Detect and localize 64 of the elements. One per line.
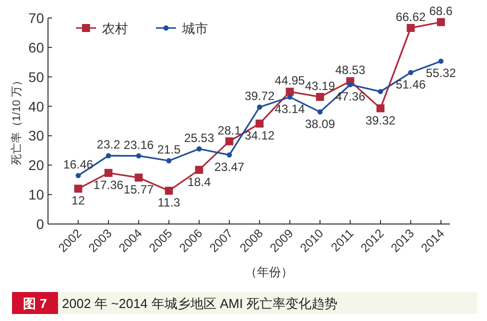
data-label: 47.36 bbox=[335, 90, 366, 104]
data-label: 15.77 bbox=[124, 182, 154, 197]
y-tick-label: 60 bbox=[28, 39, 44, 56]
point bbox=[76, 172, 81, 178]
data-label: 34.12 bbox=[244, 128, 275, 143]
point bbox=[436, 18, 445, 26]
y-tick-label: 30 bbox=[28, 128, 44, 144]
y-tick-label: 10 bbox=[28, 186, 44, 203]
y-axis-title: 死亡率（1/10 万） bbox=[10, 74, 23, 166]
y-tick-label: 50 bbox=[28, 68, 44, 85]
data-label: 16.46 bbox=[63, 158, 94, 172]
point bbox=[225, 137, 234, 146]
point bbox=[286, 88, 294, 96]
legend-label: 城市 bbox=[181, 21, 208, 36]
point bbox=[406, 24, 415, 32]
point bbox=[226, 152, 232, 158]
data-label: 39.32 bbox=[365, 113, 396, 128]
y-tick-label: 0 bbox=[36, 216, 44, 232]
data-label: 55.32 bbox=[426, 66, 456, 80]
y-tick-label: 20 bbox=[28, 157, 44, 174]
point bbox=[136, 153, 142, 158]
data-label: 28.1 bbox=[218, 123, 242, 138]
point bbox=[376, 104, 384, 112]
x-axis-title: （年份） bbox=[245, 265, 293, 279]
data-label: 44.95 bbox=[274, 74, 306, 88]
data-label: 68.6 bbox=[429, 4, 453, 18]
point bbox=[256, 120, 264, 128]
point bbox=[164, 186, 173, 195]
point bbox=[196, 146, 202, 152]
point bbox=[287, 94, 292, 100]
point bbox=[408, 70, 414, 76]
data-label: 25.53 bbox=[184, 130, 214, 145]
text: 2002 年 ~2014 年城乡地区 AMI 死亡率变化趋势 bbox=[62, 296, 338, 311]
data-label: 43.19 bbox=[305, 78, 336, 93]
data-label: 23.47 bbox=[214, 160, 245, 174]
data-label: 43.14 bbox=[274, 102, 306, 116]
point bbox=[438, 58, 444, 64]
data-label: 51.46 bbox=[396, 78, 426, 92]
point bbox=[195, 166, 204, 174]
point bbox=[317, 109, 323, 115]
data-label: 23.16 bbox=[124, 138, 154, 152]
y-tick-label: 70 bbox=[28, 10, 44, 26]
point bbox=[134, 174, 143, 182]
point bbox=[106, 153, 112, 158]
point bbox=[166, 158, 172, 164]
point bbox=[378, 88, 384, 94]
caption: 图 7 bbox=[23, 296, 47, 311]
point bbox=[348, 82, 353, 88]
data-label: 17.36 bbox=[93, 178, 124, 192]
data-label: 23.2 bbox=[96, 138, 120, 152]
data-label: 11.3 bbox=[158, 196, 180, 210]
y-tick-label: 40 bbox=[28, 98, 44, 114]
data-label: 38.09 bbox=[305, 116, 336, 131]
data-label: 12 bbox=[72, 194, 86, 208]
point bbox=[74, 184, 82, 193]
data-label: 18.4 bbox=[187, 174, 212, 189]
data-label: 48.53 bbox=[335, 63, 366, 78]
legend-label: 农村 bbox=[102, 21, 128, 36]
data-label: 21.5 bbox=[157, 142, 181, 157]
point bbox=[316, 92, 324, 101]
point bbox=[104, 168, 112, 177]
point bbox=[256, 104, 262, 110]
data-label: 66.62 bbox=[396, 10, 426, 24]
data-label: 39.72 bbox=[244, 89, 275, 104]
